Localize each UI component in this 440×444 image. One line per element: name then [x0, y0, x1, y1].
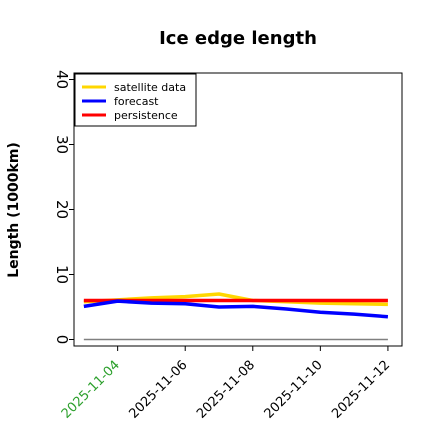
y-tick-label-0: 0: [53, 335, 71, 345]
y-tick-label-30: 30: [53, 135, 71, 154]
series-line-forecast: [83, 299, 389, 319]
chart-title: Ice edge length: [159, 28, 317, 49]
y-tick-label-20: 20: [53, 200, 71, 219]
y-tick-label-40: 40: [53, 70, 71, 89]
y-axis-label: Length (1000km): [6, 142, 22, 278]
legend-label-forecast: forecast: [114, 95, 159, 108]
plot-layer: [83, 292, 389, 341]
y-tick-label-10: 10: [53, 265, 71, 284]
legend: satellite data forecast persistence: [74, 73, 197, 127]
legend-label-satellite-data: satellite data: [114, 81, 186, 94]
legend-label-persistence: persistence: [114, 109, 178, 122]
